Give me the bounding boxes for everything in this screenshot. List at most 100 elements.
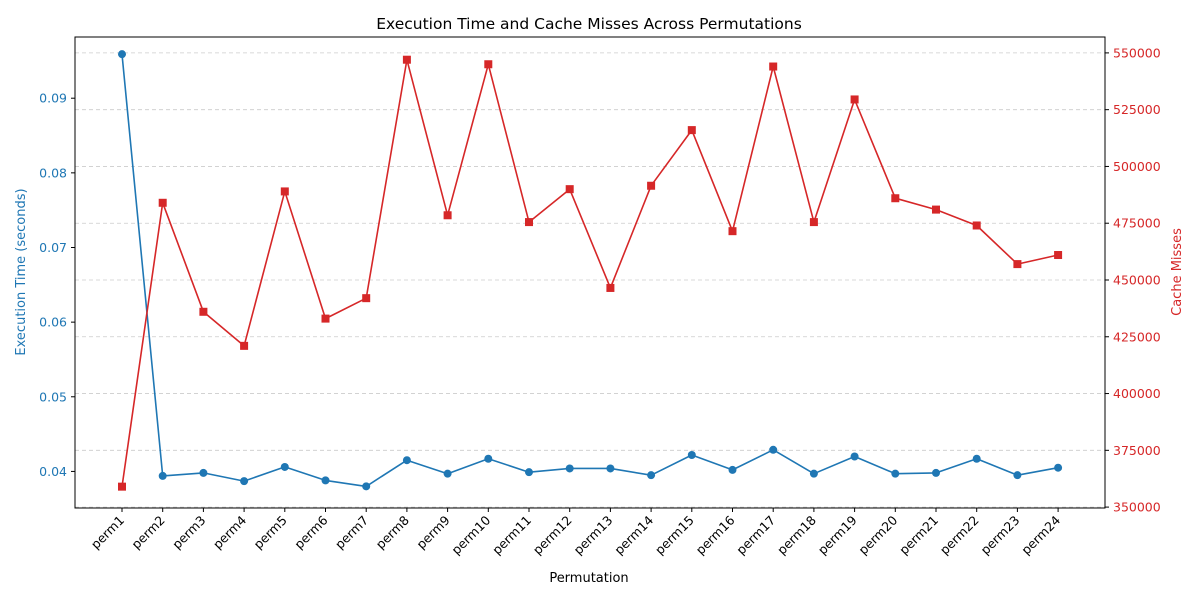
x-tick-label: perm23 (978, 513, 1023, 558)
y-left-tick-label: 0.07 (39, 240, 67, 255)
data-point (891, 469, 900, 478)
y-right-tick-label: 450000 (1113, 272, 1161, 287)
x-tick-label: perm16 (693, 512, 738, 557)
x-tick-label: perm17 (733, 513, 778, 558)
data-point (647, 181, 656, 190)
data-point (402, 55, 411, 64)
data-point (1054, 251, 1063, 260)
data-point (118, 482, 126, 491)
x-tick-label: perm7 (332, 513, 371, 552)
y-left-tick-label: 0.08 (39, 165, 67, 180)
data-point (728, 227, 737, 236)
y-right-axis-ticks: 350000 375000 400000 425000 450000 475000 5000… (1105, 45, 1161, 515)
data-point (1054, 463, 1063, 472)
y-left-tick-label: 0.04 (39, 464, 67, 479)
data-point (240, 477, 249, 486)
x-tick-label: perm1 (88, 513, 127, 552)
y-left-tick-label: 0.05 (39, 389, 67, 404)
gridlines (75, 52, 1105, 508)
data-point (769, 62, 778, 71)
data-point (972, 221, 981, 230)
data-point (850, 452, 859, 461)
data-point (1013, 260, 1022, 269)
data-point (687, 126, 696, 135)
data-point (484, 60, 493, 69)
data-point (402, 456, 411, 465)
data-point (606, 464, 615, 473)
data-point (728, 465, 737, 474)
data-point (972, 454, 981, 463)
y-left-tick-label: 0.06 (39, 315, 67, 330)
data-point (525, 468, 533, 477)
data-point (809, 469, 818, 478)
data-point (891, 194, 900, 203)
y-right-tick-label: 550000 (1113, 45, 1161, 60)
x-tick-label: perm5 (251, 513, 290, 552)
data-point (850, 95, 859, 104)
x-tick-label: perm6 (291, 512, 330, 551)
data-point (606, 283, 615, 292)
data-point (443, 211, 452, 220)
data-point (525, 218, 533, 227)
y-right-axis-label: Cache Misses (1170, 228, 1185, 316)
data-point (809, 218, 818, 227)
y-right-tick-label: 425000 (1113, 329, 1161, 344)
data-point (565, 185, 574, 194)
series-line (121, 58, 1059, 487)
x-tick-label: perm2 (128, 513, 167, 552)
y-right-tick-label: 500000 (1113, 159, 1161, 174)
series-line (121, 54, 1059, 488)
x-tick-label: perm4 (210, 512, 249, 551)
data-point (932, 205, 940, 214)
y-left-tick-label: 0.09 (39, 91, 67, 106)
y-left-axis-label: Execution Time (seconds) (14, 188, 29, 355)
data-point (769, 445, 778, 454)
x-tick-label: perm20 (855, 512, 900, 557)
data-point (484, 454, 493, 463)
data-point (118, 50, 126, 59)
data-point (158, 198, 167, 207)
x-axis-ticks: perm1 perm2 perm3 perm4 perm5 perm6 perm7 perm8… (88, 508, 1063, 558)
data-point (565, 464, 574, 473)
y-right-tick-label: 375000 (1113, 443, 1161, 458)
series-cache-misses (118, 55, 1063, 491)
data-point (321, 314, 330, 323)
x-tick-label: perm15 (652, 513, 697, 558)
x-tick-label: perm22 (937, 513, 982, 558)
plot-frame (74, 36, 1106, 509)
y-right-tick-label: 350000 (1113, 500, 1161, 515)
x-tick-label: perm21 (896, 513, 941, 558)
x-tick-label: perm9 (413, 512, 452, 551)
x-tick-label: perm14 (611, 512, 656, 557)
data-point (362, 482, 371, 491)
y-right-tick-label: 525000 (1113, 102, 1161, 117)
data-point (158, 471, 167, 480)
x-tick-label: perm13 (571, 513, 616, 558)
x-tick-label: perm3 (169, 513, 208, 552)
series-execution-time (118, 50, 1063, 491)
data-point (362, 294, 371, 303)
chart-title: Execution Time and Cache Misses Across P… (376, 15, 802, 33)
data-point (1013, 471, 1022, 480)
x-tick-label: perm10 (448, 512, 493, 557)
data-point (280, 462, 289, 471)
y-right-tick-label: 400000 (1113, 386, 1161, 401)
y-left-axis-ticks: 0.04 0.05 0.06 0.07 0.08 0.09 (39, 91, 75, 479)
data-point (647, 471, 656, 480)
data-point (240, 341, 249, 350)
data-point (321, 476, 330, 485)
data-point (932, 468, 940, 477)
x-axis-label: Permutation (549, 571, 628, 586)
y-right-tick-label: 475000 (1113, 216, 1161, 231)
x-tick-label: perm12 (530, 513, 575, 558)
data-point (199, 468, 208, 477)
data-point (280, 187, 289, 196)
data-point (687, 451, 696, 460)
data-point (199, 307, 208, 316)
x-tick-label: perm24 (1018, 512, 1063, 557)
x-tick-label: perm18 (774, 512, 819, 557)
x-tick-label: perm19 (815, 512, 860, 557)
x-tick-label: perm11 (489, 513, 534, 558)
data-point (443, 469, 452, 478)
